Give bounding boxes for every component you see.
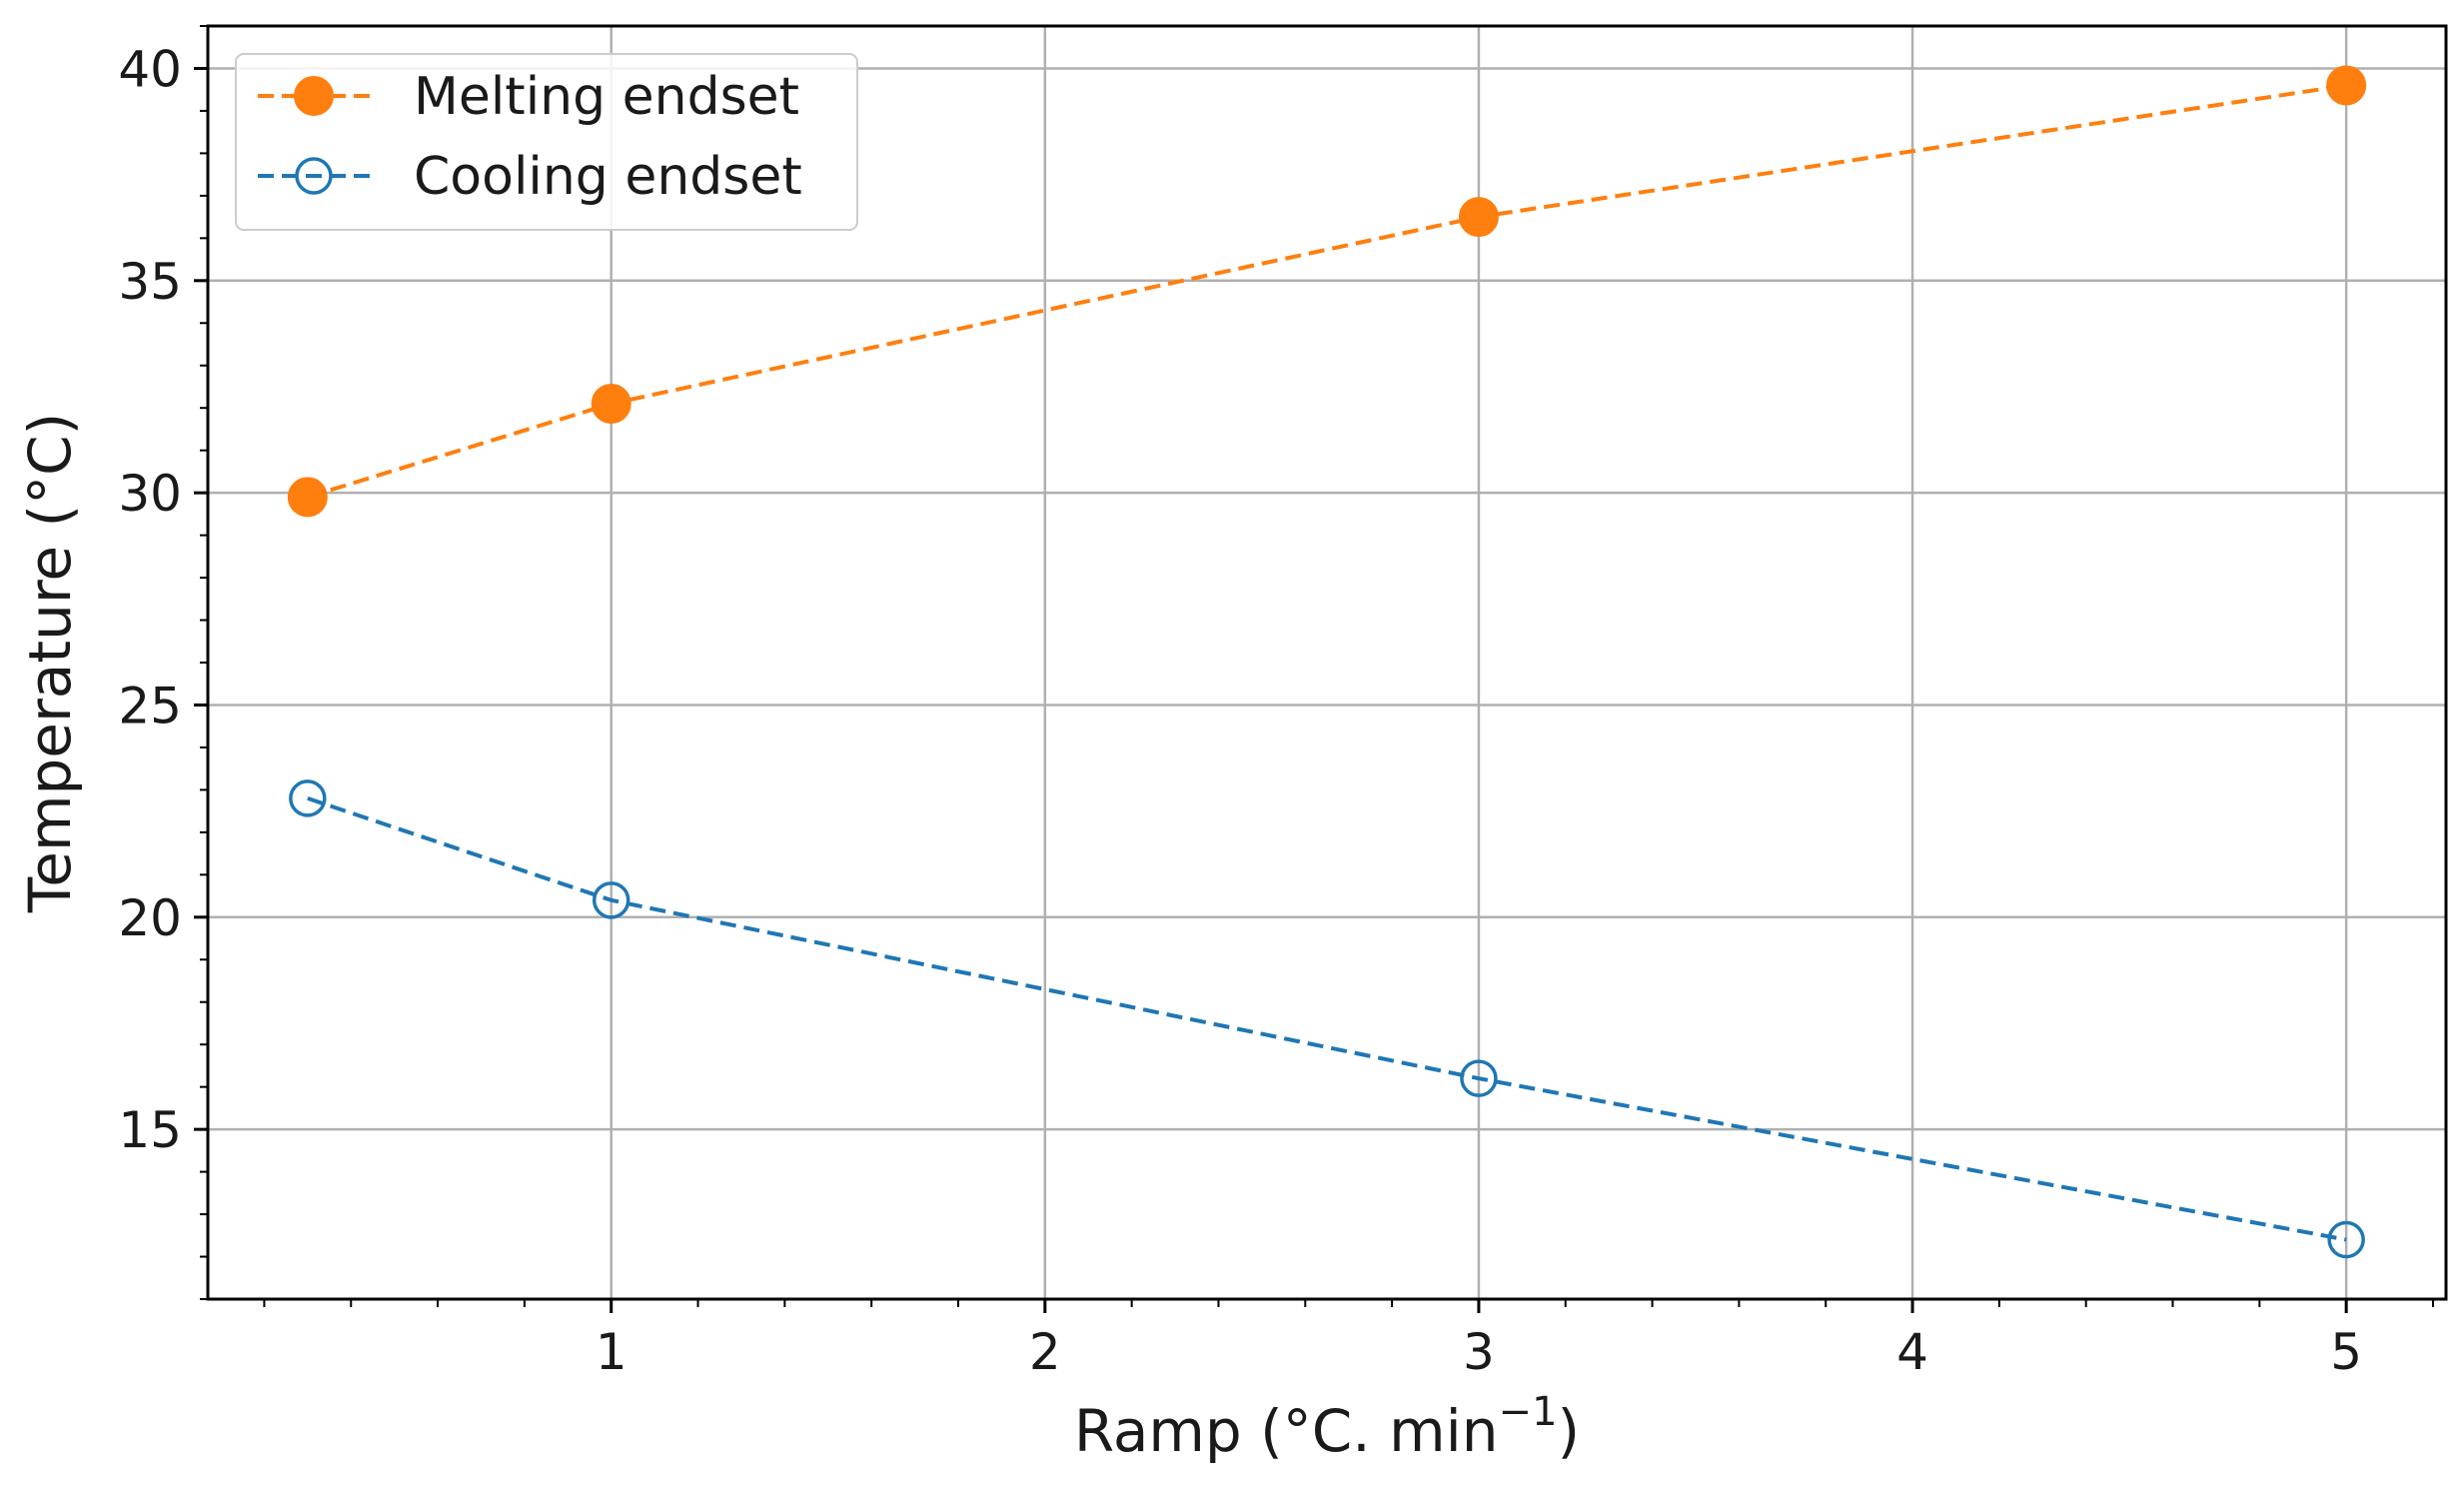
melting-endset-point	[2326, 65, 2367, 106]
x-tick-label: 4	[1896, 1323, 1928, 1381]
plot-frame	[206, 24, 2448, 1301]
cooling-endset-point	[592, 881, 630, 919]
x-tick-label: 5	[2330, 1323, 2362, 1381]
cooling-endset-series	[289, 779, 2365, 1259]
melting-endset-point	[591, 383, 631, 424]
cooling-endset-point	[2327, 1220, 2365, 1259]
legend: Melting endset Cooling endset	[235, 53, 858, 231]
legend-entry-cooling-endset: Cooling endset	[258, 147, 802, 207]
melting-endset-line	[307, 83, 2347, 500]
legend-box	[235, 53, 858, 231]
y-tick-label: 30	[118, 465, 182, 523]
x-tick-label: 1	[596, 1323, 627, 1381]
y-tick-label: 15	[118, 1101, 182, 1159]
cooling-endset-point	[289, 779, 327, 817]
legend-label-cooling-endset: Cooling endset	[414, 147, 802, 207]
melting-endset-point	[287, 477, 328, 518]
x-axis-label-main: Ramp (°C. min	[1074, 1397, 1499, 1465]
legend-marker-melting-endset	[294, 76, 334, 116]
legend-label-melting-endset: Melting endset	[414, 67, 799, 127]
x-tick-labels: 1 2 3 4 5	[596, 1323, 2362, 1381]
melting-endset-point	[1458, 197, 1499, 238]
x-tick-label: 2	[1029, 1323, 1061, 1381]
y-axis-label: Temperature (°C)	[16, 413, 84, 914]
y-tick-label: 20	[118, 889, 182, 947]
legend-entries: Melting endset Cooling endset	[258, 67, 802, 207]
y-tick-label: 35	[118, 253, 182, 311]
x-axis-label-close: )	[1558, 1397, 1581, 1465]
y-tick-label: 40	[118, 40, 182, 98]
legend-marker-cooling-endset	[295, 157, 333, 195]
melting-endset-series	[287, 65, 2367, 518]
y-tick-label: 25	[118, 677, 182, 735]
series-group	[287, 65, 2367, 1259]
legend-entry-melting-endset: Melting endset	[258, 67, 799, 127]
x-axis-label-superscript: −1	[1499, 1389, 1558, 1435]
x-tick-label: 3	[1463, 1323, 1495, 1381]
cooling-endset-point	[1460, 1059, 1498, 1097]
y-tick-labels: 15 20 25 30 35 40	[118, 40, 182, 1159]
x-axis-label: Ramp (°C. min−1)	[1074, 1389, 1580, 1465]
major-ticks	[194, 66, 2348, 1313]
cooling-endset-line	[307, 795, 2347, 1242]
